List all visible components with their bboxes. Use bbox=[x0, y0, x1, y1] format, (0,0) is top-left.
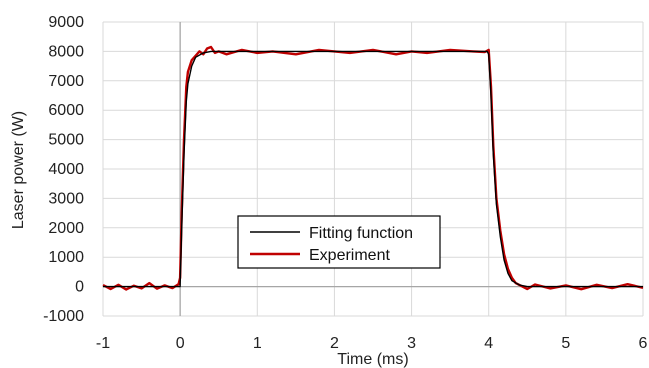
series-line-fitting-function bbox=[103, 50, 643, 288]
y-tick-label: 9000 bbox=[48, 14, 84, 31]
y-tick-label: -1000 bbox=[43, 308, 84, 325]
grid-lines bbox=[102, 21, 644, 317]
legend-label-experiment: Experiment bbox=[309, 247, 390, 264]
x-tick-label: 3 bbox=[407, 335, 416, 352]
x-tick-label: -1 bbox=[96, 335, 110, 352]
y-axis-title: Laser power (W) bbox=[10, 111, 27, 229]
legend-box bbox=[237, 215, 441, 269]
y-tick-label: 3000 bbox=[48, 190, 84, 207]
x-tick-label: 0 bbox=[176, 335, 185, 352]
series-lines bbox=[102, 45, 644, 291]
x-tick-label: 2 bbox=[330, 335, 339, 352]
y-tick-label: 5000 bbox=[48, 132, 84, 149]
x-tick-label: 5 bbox=[561, 335, 570, 352]
y-tick-label: 4000 bbox=[48, 161, 84, 178]
y-tick-label: 7000 bbox=[48, 73, 84, 90]
y-tick-label: 8000 bbox=[48, 43, 84, 60]
x-tick-label: 4 bbox=[484, 335, 493, 352]
y-tick-label: 1000 bbox=[48, 249, 84, 266]
y-tick-label: 0 bbox=[75, 279, 84, 296]
y-tick-label: 2000 bbox=[48, 220, 84, 237]
x-axis-title: Time (ms) bbox=[337, 351, 408, 368]
legend: Fitting function Experiment bbox=[237, 215, 441, 269]
x-tick-label: 6 bbox=[639, 335, 648, 352]
y-tick-label: 6000 bbox=[48, 102, 84, 119]
x-tick-label: 1 bbox=[253, 335, 262, 352]
legend-label-fitting: Fitting function bbox=[309, 225, 413, 242]
tick-labels: -1 0 1 2 3 4 5 6 -1000 0 1000 2000 3000 4000 5000 6000 7… bbox=[43, 14, 647, 352]
